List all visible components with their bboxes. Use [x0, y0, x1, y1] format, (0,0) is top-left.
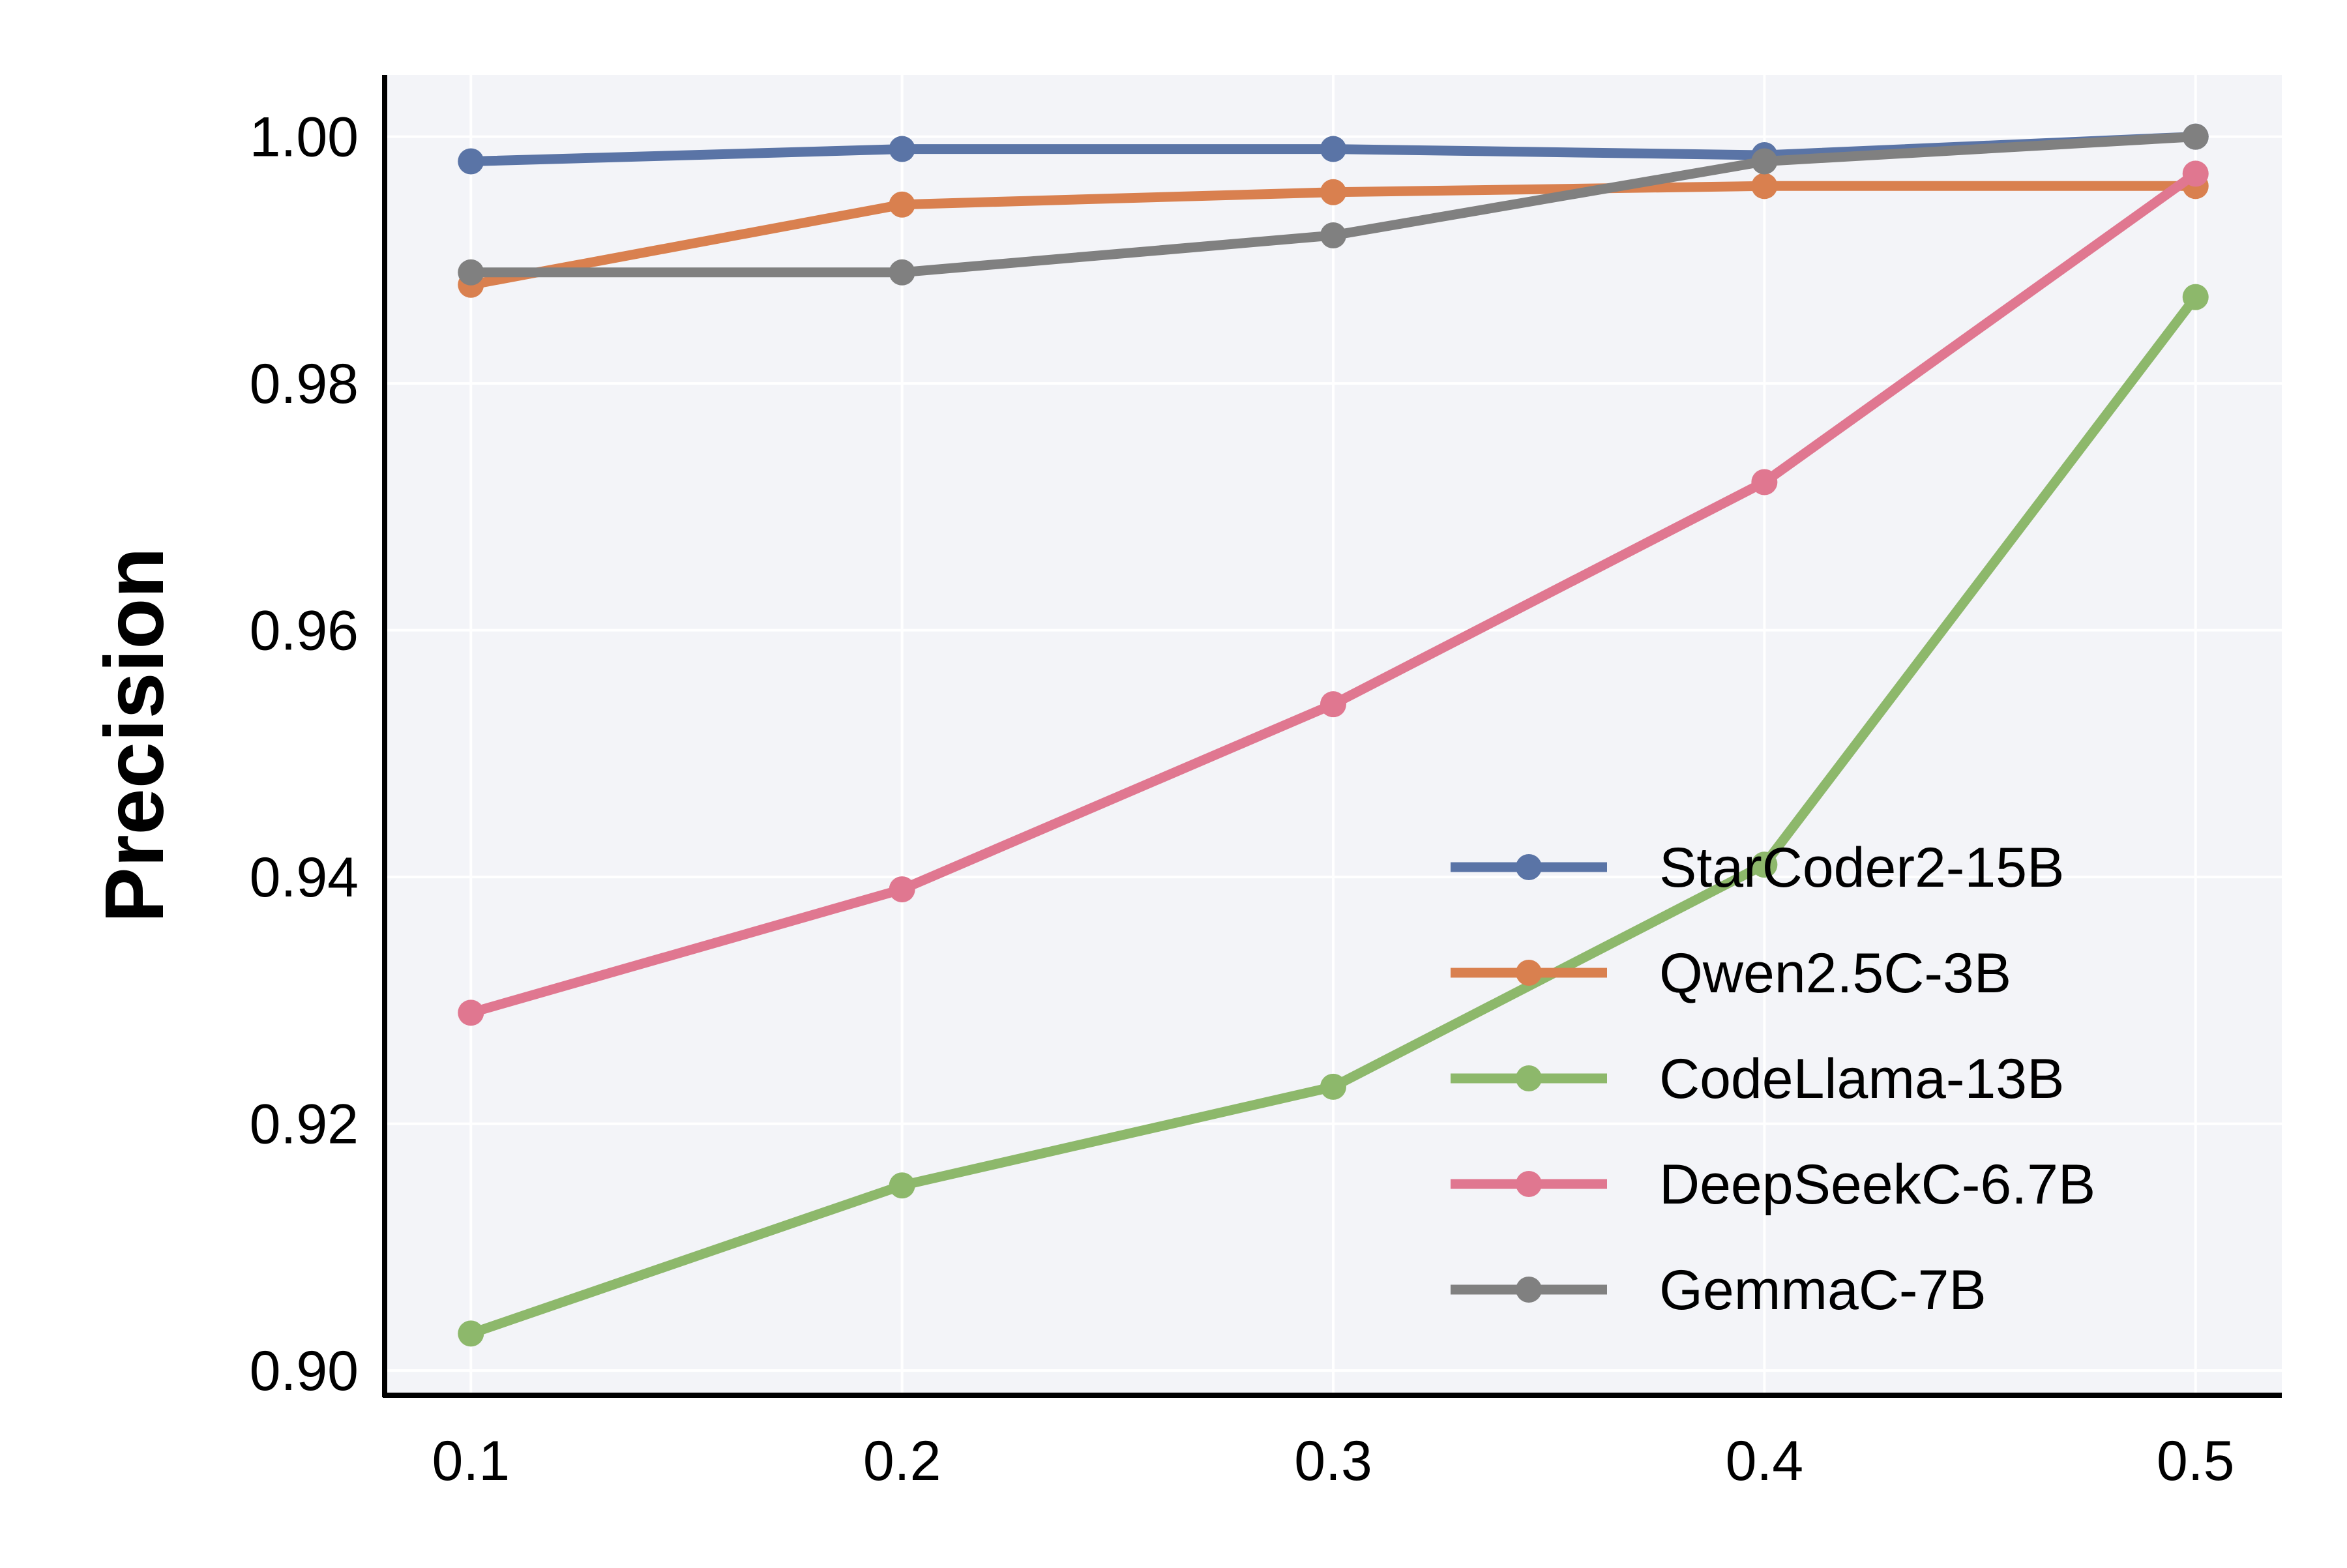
data-point [1320, 222, 1346, 249]
data-point [889, 1172, 915, 1199]
legend-swatch-marker [1516, 1171, 1542, 1197]
legend-swatch-marker [1516, 1277, 1542, 1303]
legend-label: CodeLlama-13B [1659, 1048, 2064, 1110]
x-tick-label: 0.4 [1726, 1430, 1804, 1492]
y-tick-label: 0.96 [250, 600, 359, 662]
data-point [1751, 173, 1778, 200]
data-point [1320, 136, 1346, 162]
x-tick-label: 0.1 [432, 1430, 510, 1492]
data-point [2182, 160, 2209, 187]
data-point [458, 1320, 484, 1347]
y-tick-label: 1.00 [250, 106, 359, 169]
y-axis-label: Precision [88, 547, 181, 923]
legend-label: StarCoder2-15B [1659, 836, 2064, 899]
legend-label: GemmaC-7B [1659, 1259, 1986, 1322]
data-point [1320, 691, 1346, 718]
legend-label: Qwen2.5C-3B [1659, 942, 2011, 1005]
data-point [1320, 179, 1346, 205]
y-tick-label: 0.94 [250, 846, 359, 909]
x-tick-label: 0.3 [1294, 1430, 1372, 1492]
legend-swatch-marker [1516, 1065, 1542, 1091]
data-point [2182, 284, 2209, 310]
plot-area: 0.90 0.92 0.94 0.96 0.98 1.00 0.1 0.2 0.3 0.4 0.5 P… [88, 75, 2282, 1492]
data-point [889, 876, 915, 903]
y-tick-label: 0.90 [250, 1340, 359, 1402]
y-tick-label: 0.98 [250, 353, 359, 415]
data-point [458, 999, 484, 1026]
legend-swatch-marker [1516, 854, 1542, 880]
data-point [1751, 148, 1778, 175]
data-point [1751, 469, 1778, 496]
data-point [1751, 851, 1778, 878]
data-point [889, 259, 915, 286]
data-point [458, 259, 484, 286]
y-tick-label: 0.92 [250, 1093, 359, 1156]
data-point [889, 191, 915, 218]
legend: StarCoder2-15B Qwen2.5C-3B CodeLlama-13B De… [1451, 836, 2095, 1322]
data-point [2182, 123, 2209, 150]
legend-label: DeepSeekC-6.7B [1659, 1153, 2095, 1216]
legend-swatch-marker [1516, 960, 1542, 986]
x-tick-label: 0.2 [863, 1430, 941, 1492]
data-point [1320, 1073, 1346, 1100]
data-point [889, 136, 915, 162]
data-point [458, 148, 484, 175]
x-tick-label: 0.5 [2157, 1430, 2235, 1492]
